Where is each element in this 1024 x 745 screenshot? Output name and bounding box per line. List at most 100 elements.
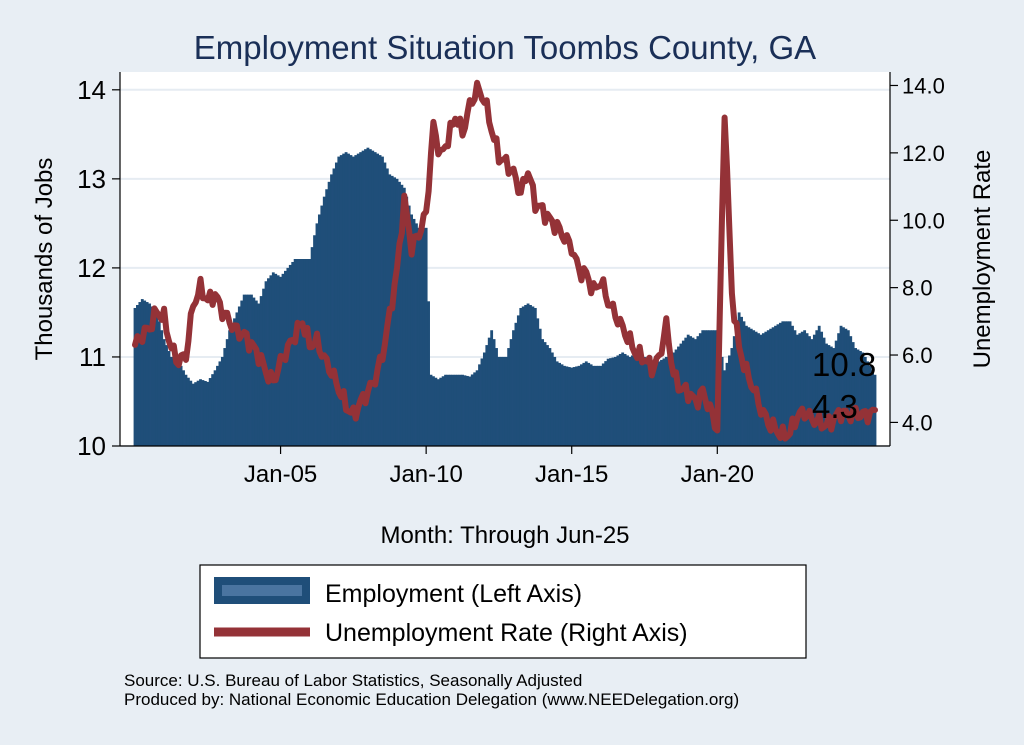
employment-bar [737,312,741,446]
employment-bar [228,330,232,446]
employment-bar [618,353,622,446]
employment-bar [832,348,836,446]
employment-bar [296,259,299,446]
employment-bar [861,352,865,446]
employment-bar [330,174,333,446]
right-axis-label: Unemployment Rate [969,150,996,369]
right-tick-label: 10.0 [902,208,945,233]
employment-bar [473,372,477,446]
employment-bar [259,296,263,446]
employment-bar [453,374,457,446]
employment-bar [834,340,838,446]
employment-bar [267,278,270,446]
employment-bar [611,357,615,446]
employment-bar [245,294,249,446]
employment-bar [572,367,576,446]
employment-bar [621,352,625,446]
employment-bar [410,214,413,446]
employment-bar [803,330,807,446]
employment-bar [337,156,341,446]
employment-bar [427,301,430,446]
employment-bar [167,351,171,446]
employment-bar [846,330,850,446]
employment-bar [664,356,668,446]
employment-bar [868,365,872,446]
employment-bar [512,330,515,446]
employment-bar [810,339,814,446]
employment-bar [364,149,367,447]
employment-bar [587,362,591,446]
employment-bar [742,321,746,446]
employment-bar [485,345,489,446]
employment-bar [519,307,523,446]
employment-bar [533,307,537,446]
employment-bar [432,376,435,446]
employment-bar [538,328,542,446]
employment-bar [422,227,426,446]
employment-bar [216,365,219,446]
legend: Employment (Left Axis) Unemployment Rate … [199,564,807,659]
employment-bar [254,300,258,446]
employment-bar [580,364,583,446]
employment-bar [398,181,401,446]
employment-bar [613,356,617,446]
employment-bar [766,330,770,446]
employment-bar [179,365,183,446]
employment-bar [247,294,251,446]
employment-bar [866,361,870,446]
employment-bar [301,259,304,446]
chart: 10 11 12 13 14 4.0 6.0 8.0 10.0 12.0 14.0 Jan-05 Jan… [31,29,996,659]
employment-bar [446,374,450,446]
employment-bar [594,365,598,446]
employment-bar [851,342,855,446]
employment-bar [507,348,511,446]
employment-bar [759,334,763,446]
right-tick-label: 12.0 [902,141,945,166]
employment-bar [793,330,797,446]
employment-bar [393,177,397,446]
employment-bar [150,306,154,446]
employment-bar [555,361,559,446]
employment-bar [550,352,554,446]
left-axis-label: Thousands of Jobs [31,158,58,361]
legend-label-employment: Employment (Left Axis) [325,580,582,608]
employment-bar [240,300,244,446]
x-tick-label: Jan-05 [244,461,317,488]
employment-bar [638,353,642,446]
employment-bar [189,380,193,446]
producer-note: Produced by: National Economic Education… [124,690,740,709]
employment-bar [570,367,574,446]
employment-bar [647,359,651,446]
employment-bar [677,346,680,446]
employment-bar [774,325,777,446]
employment-bar [713,330,717,446]
employment-bar [650,361,654,446]
employment-bar [616,355,620,446]
employment-bar [776,324,780,446]
left-tick-label: 11 [79,342,106,372]
employment-bar [589,364,593,446]
employment-bar [439,377,443,446]
employment-bar [660,359,663,446]
employment-bar [730,348,734,446]
employment-bar [812,334,816,446]
employment-bar [291,261,295,446]
employment-bar [461,374,464,446]
employment-bar [778,322,782,446]
employment-bar [206,381,210,446]
left-tick-label: 10 [77,431,106,461]
employment-bar [745,325,748,446]
employment-bar [475,370,479,446]
employment-bar [827,345,831,446]
employment-bar [415,223,418,446]
right-tick-label: 14.0 [902,73,945,98]
employment-bar [339,155,343,447]
employment-bar [160,330,164,446]
employment-bar [630,355,634,446]
employment-bar [815,330,819,446]
employment-bar [732,336,736,446]
employment-bar [298,259,302,446]
employment-bar [783,321,787,446]
employment-bar [322,196,326,446]
employment-bar [288,264,292,446]
